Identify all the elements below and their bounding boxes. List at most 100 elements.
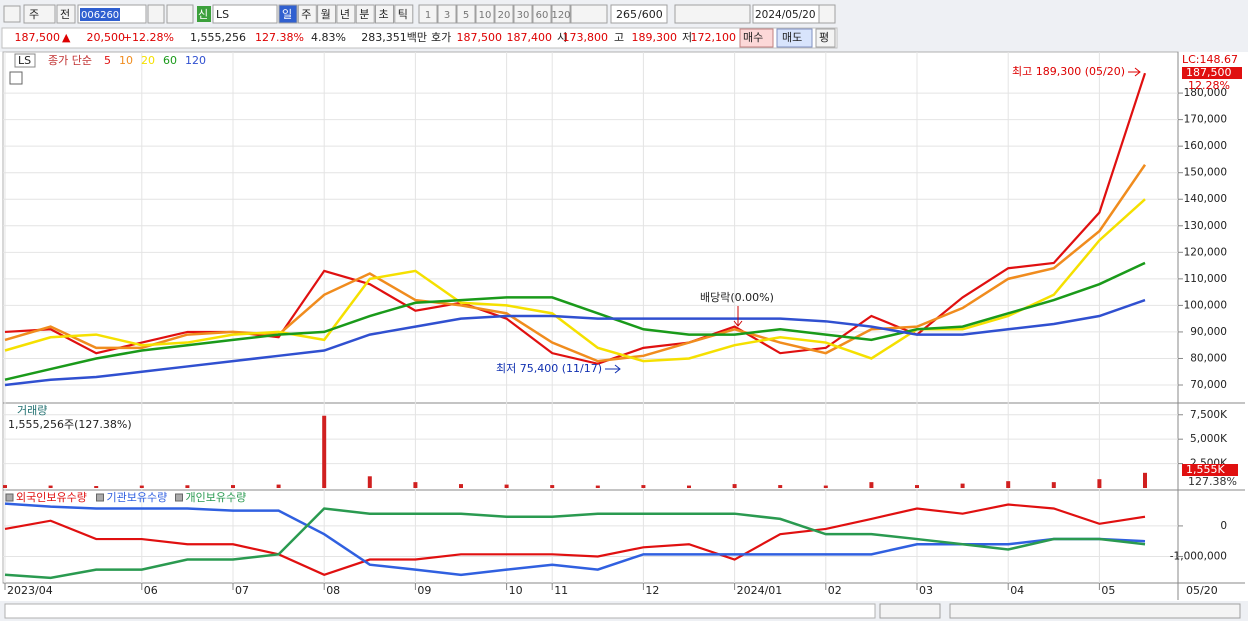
interval-button[interactable] xyxy=(418,4,438,24)
playback-buttons[interactable] xyxy=(879,603,941,619)
x-tick-label: 05 xyxy=(1101,584,1115,597)
volume-rate: 127.38% xyxy=(1188,475,1237,488)
y-tick-label: 7,500K xyxy=(1190,409,1228,421)
x-tick-label: 07 xyxy=(235,584,249,597)
dividend-arrow xyxy=(733,306,743,327)
unit-button[interactable] xyxy=(355,4,375,24)
interval: 60 xyxy=(536,10,549,21)
interval-button[interactable] xyxy=(494,4,514,24)
buy-button[interactable] xyxy=(739,28,774,48)
period-select[interactable] xyxy=(23,4,56,24)
unit-button[interactable] xyxy=(278,4,298,24)
volume-bar xyxy=(595,485,600,488)
unit-button[interactable] xyxy=(317,4,337,24)
volume-bar xyxy=(3,485,7,488)
prev-button[interactable] xyxy=(56,4,76,24)
y-tick-label: 170,000 xyxy=(1184,114,1227,126)
unit-button[interactable] xyxy=(394,4,414,24)
turnover: 4.83% xyxy=(311,31,346,44)
legend-swatch xyxy=(175,493,183,502)
unit: 틱 xyxy=(398,8,408,21)
volume-bar xyxy=(94,486,99,488)
ask-label: 호가 xyxy=(431,31,451,44)
y-tick-label: 100,000 xyxy=(1184,299,1227,311)
sound-button[interactable] xyxy=(166,4,194,24)
y-tick-label: 160,000 xyxy=(1184,140,1227,152)
search-button[interactable] xyxy=(147,4,165,24)
stock-name: LS xyxy=(216,8,229,21)
sell-button[interactable] xyxy=(776,28,813,48)
high-label: 고 xyxy=(614,31,624,44)
volume-bar xyxy=(276,484,281,488)
volume-bar xyxy=(915,485,919,488)
unit-button[interactable] xyxy=(297,4,317,24)
unit: 월 xyxy=(321,8,331,21)
legend-entry: 기관보유수량 xyxy=(107,491,168,504)
unit-button[interactable] xyxy=(336,4,356,24)
volume-info: 1,555,256주(127.38%) xyxy=(8,418,132,431)
menu-icon[interactable] xyxy=(3,5,21,23)
volume-bar xyxy=(1097,479,1102,488)
low-label: 저 xyxy=(682,31,692,44)
unit-button[interactable] xyxy=(375,4,394,24)
series-line xyxy=(4,198,1146,363)
volume-bar xyxy=(1006,481,1011,488)
interval: 5 xyxy=(463,10,469,21)
legend-swatch xyxy=(96,493,104,502)
volume-bar xyxy=(504,484,509,488)
unit: 초 xyxy=(379,8,389,21)
code-highlight xyxy=(80,8,120,21)
volume-bar xyxy=(778,485,783,488)
avg-button[interactable] xyxy=(815,28,836,48)
x-tick-label: 11 xyxy=(554,584,568,597)
avg: 평 xyxy=(819,31,829,44)
symbol: LS xyxy=(18,54,31,67)
date-picker[interactable] xyxy=(818,4,836,24)
series-line xyxy=(4,261,1146,381)
badge-bg xyxy=(197,6,211,22)
y-tick-label: 120,000 xyxy=(1184,246,1227,258)
table-icon[interactable] xyxy=(9,71,23,85)
zoom-tools[interactable] xyxy=(949,603,1241,619)
legend-title: 종가 단순 xyxy=(48,54,92,67)
high-note: 최고 189,300 (05/20) xyxy=(1012,65,1125,78)
interval-button[interactable] xyxy=(551,4,571,24)
y-tick-label: 180,000 xyxy=(1184,87,1227,99)
last-date: 05/20 xyxy=(1186,584,1218,597)
volume-bar xyxy=(823,485,828,488)
unit: 년 xyxy=(340,8,350,21)
volume-current-box xyxy=(1182,464,1238,476)
interval-button[interactable] xyxy=(532,4,552,24)
volume-current: 1,555K xyxy=(1186,463,1225,476)
interval-button[interactable] xyxy=(513,4,533,24)
code: 006260 xyxy=(81,10,119,21)
name-input[interactable] xyxy=(212,4,278,24)
count: 265 xyxy=(616,8,637,21)
volume-bar xyxy=(367,476,372,488)
interval: 10 xyxy=(479,10,492,21)
legend-entry: 5 xyxy=(104,54,111,67)
volume: 1,555,256 xyxy=(190,31,246,44)
interval-button[interactable] xyxy=(456,4,476,24)
x-tick-label: 12 xyxy=(645,584,659,597)
price: 187,500 xyxy=(15,31,61,44)
tool-icons[interactable] xyxy=(674,4,751,24)
volume-bar xyxy=(687,485,691,488)
series-line xyxy=(4,507,1146,580)
unit: 주 xyxy=(301,8,311,21)
ask: 187,500 xyxy=(457,31,503,44)
interval-select[interactable] xyxy=(570,4,608,24)
high: 189,300 xyxy=(632,31,678,44)
count-input[interactable] xyxy=(610,4,668,24)
legend-swatch xyxy=(5,493,14,502)
scroll-track[interactable] xyxy=(4,603,876,619)
legend-entry: 외국인보유수량 xyxy=(16,491,87,504)
high-arrow xyxy=(1128,67,1141,77)
volume-bar xyxy=(231,485,235,488)
interval-button[interactable] xyxy=(437,4,457,24)
interval-button[interactable] xyxy=(475,4,495,24)
x-tick-label: 04 xyxy=(1010,584,1024,597)
y-tick-label: 90,000 xyxy=(1190,326,1227,338)
y-tick-label: 0 xyxy=(1220,520,1227,532)
